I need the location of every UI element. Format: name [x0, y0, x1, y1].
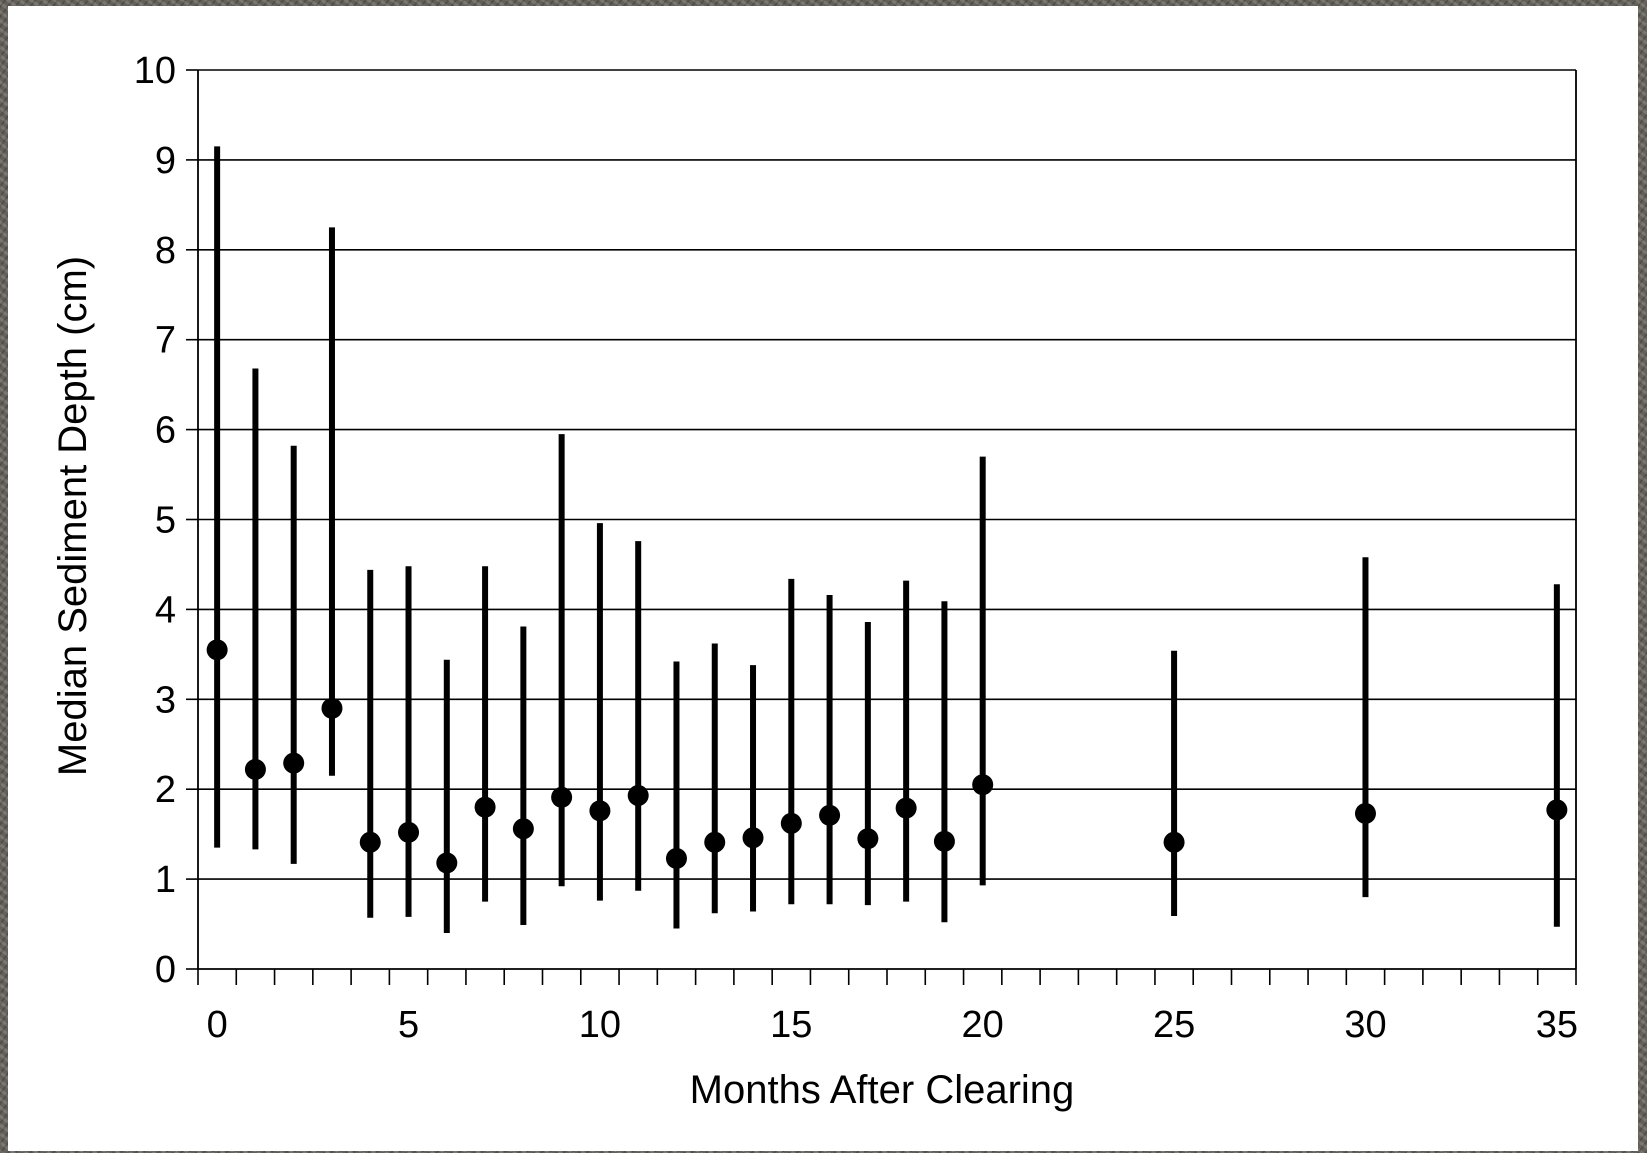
- median-point: [1163, 831, 1185, 853]
- median-point: [704, 831, 726, 853]
- median-point: [857, 828, 879, 850]
- axes: [186, 69, 1577, 985]
- median-point: [359, 831, 381, 853]
- median-point: [474, 796, 496, 818]
- chart-panel: 0 1 2 3 4 5 6 7 8 9 10 0 5 10 15 20 25 30 35 Months After…: [8, 6, 1638, 1151]
- y-tick-label: 5: [155, 500, 176, 542]
- gridlines: [198, 69, 1576, 880]
- median-point: [436, 852, 458, 874]
- median-point: [283, 752, 305, 774]
- x-tick-label: 20: [962, 1004, 1004, 1046]
- y-tick-label: 6: [155, 410, 176, 452]
- median-point: [742, 827, 764, 849]
- error-bar-chart: 0 1 2 3 4 5 6 7 8 9 10 0 5 10 15 20 25 30 35 Months After…: [51, 50, 1578, 1112]
- median-point: [780, 812, 802, 834]
- median-point: [1354, 802, 1376, 824]
- y-tick-label: 10: [134, 50, 176, 92]
- median-point: [551, 786, 573, 808]
- median-point: [321, 697, 343, 719]
- median-point: [665, 847, 687, 869]
- y-tick-label: 2: [155, 769, 176, 811]
- median-point: [933, 830, 955, 852]
- median-point: [589, 800, 611, 822]
- y-tick-label: 9: [155, 140, 176, 182]
- median-point: [206, 639, 228, 661]
- x-tick-label: 10: [579, 1004, 621, 1046]
- median-point: [895, 797, 917, 819]
- y-axis-title: Median Sediment Depth (cm): [51, 256, 95, 776]
- y-tick-label: 3: [155, 679, 176, 721]
- median-point: [972, 774, 994, 796]
- x-tick-label: 25: [1153, 1004, 1195, 1046]
- y-tick-label: 4: [155, 589, 176, 631]
- x-axis-title: Months After Clearing: [690, 1068, 1075, 1112]
- median-point: [398, 821, 420, 843]
- x-tick-label: 5: [398, 1004, 419, 1046]
- x-tick-label: 15: [770, 1004, 812, 1046]
- y-tick-label: 8: [155, 230, 176, 272]
- y-tick-label: 7: [155, 320, 176, 362]
- x-tick-labels: 0 5 10 15 20 25 30 35: [207, 1004, 1578, 1046]
- y-tick-label: 0: [155, 949, 176, 991]
- median-point: [819, 804, 841, 826]
- y-tick-label: 1: [155, 859, 176, 901]
- median-points: [206, 639, 1568, 874]
- error-bars: [214, 146, 1560, 934]
- median-point: [1546, 799, 1568, 821]
- median-point: [244, 758, 266, 780]
- median-point: [512, 818, 534, 840]
- x-tick-label: 35: [1536, 1004, 1578, 1046]
- median-point: [627, 784, 649, 806]
- x-tick-label: 0: [207, 1004, 228, 1046]
- x-tick-label: 30: [1344, 1004, 1386, 1046]
- y-tick-labels: 0 1 2 3 4 5 6 7 8 9 10: [134, 50, 176, 991]
